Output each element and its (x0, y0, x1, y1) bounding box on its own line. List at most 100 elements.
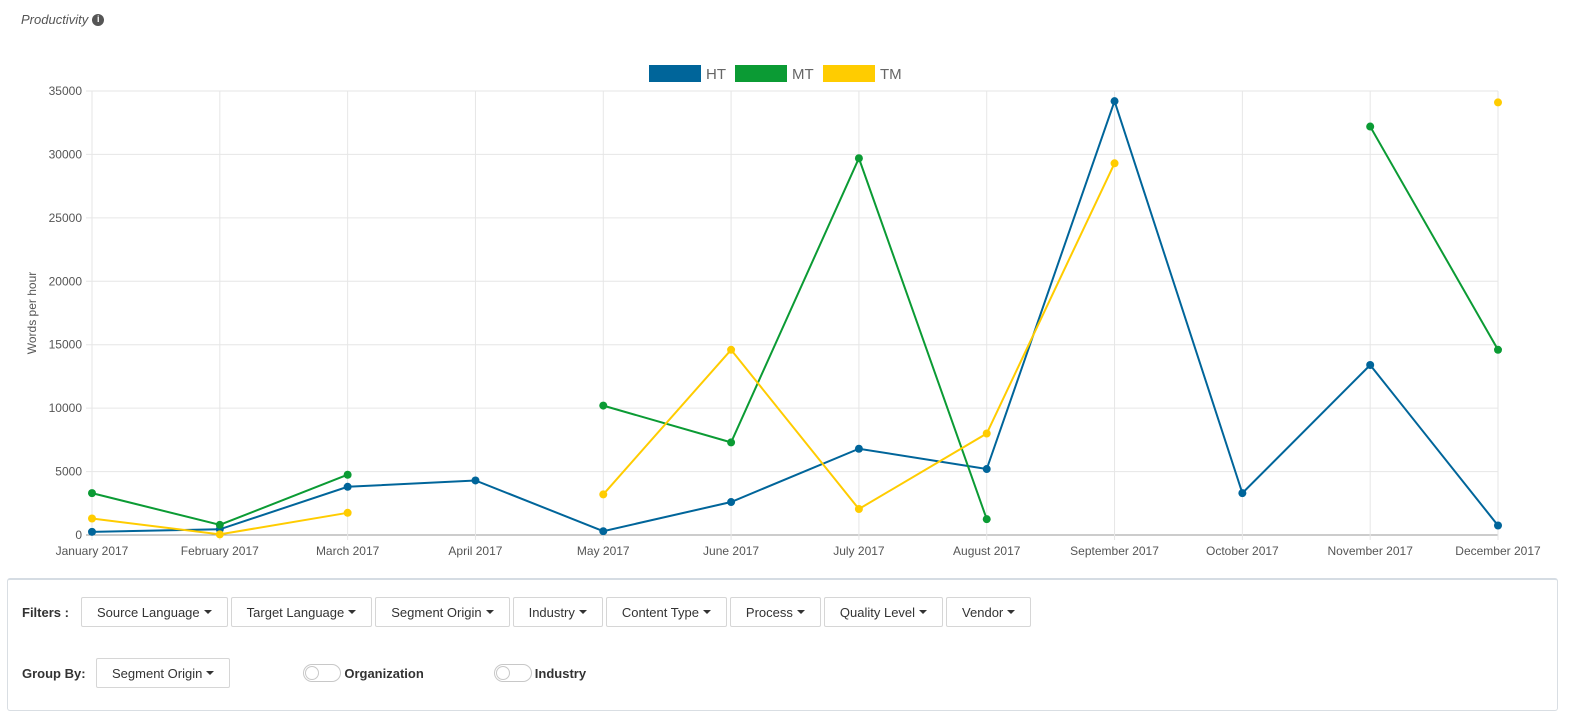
x-tick-label: April 2017 (448, 544, 502, 558)
caret-down-icon (578, 610, 587, 614)
filter-quality-level-dropdown[interactable]: Quality Level (823, 597, 944, 627)
filter-button-label: Segment Origin (391, 604, 482, 620)
y-tick-label: 10000 (49, 401, 83, 415)
panel-title-text: Productivity (21, 12, 89, 27)
y-tick-label: 25000 (49, 211, 83, 225)
caret-down-icon (206, 671, 215, 675)
data-point-tm[interactable] (1110, 159, 1119, 168)
filter-content-type-dropdown[interactable]: Content Type (605, 597, 727, 627)
data-point-tm[interactable] (343, 508, 352, 517)
chart-axes: 0 5000 10000 15000 20000 25000 30000 35000 Janua… (49, 84, 1541, 558)
caret-down-icon (796, 610, 805, 614)
x-tick-label: November 2017 (1327, 544, 1413, 558)
data-point-ht[interactable] (854, 444, 863, 453)
data-point-mt[interactable] (1494, 345, 1502, 354)
x-tick-label: February 2017 (181, 544, 259, 558)
organization-switch[interactable] (303, 664, 342, 682)
data-point-ht[interactable] (599, 527, 608, 536)
industry-switch[interactable] (493, 664, 532, 682)
caret-down-icon (1007, 610, 1016, 614)
x-tick-label: September 2017 (1070, 544, 1159, 558)
legend-label-ht[interactable]: HT (706, 66, 726, 83)
filter-buttons: Source Language Target Language Segment Or… (81, 597, 1034, 627)
data-point-mt[interactable] (727, 438, 736, 447)
filter-process-dropdown[interactable]: Process (729, 597, 821, 627)
data-point-mt[interactable] (599, 401, 608, 410)
data-point-ht[interactable] (1366, 361, 1375, 370)
filters-panel: Filters : Source Language Target Language… (7, 578, 1558, 711)
legend-swatch-mt[interactable] (735, 65, 787, 82)
data-point-mt[interactable] (215, 520, 224, 529)
data-point-tm[interactable] (727, 345, 736, 354)
data-point-ht[interactable] (982, 465, 991, 474)
chart-legend[interactable]: HT MT TM (649, 65, 902, 83)
x-tick-label: July 2017 (833, 544, 885, 558)
legend-label-mt[interactable]: MT (792, 66, 814, 83)
data-point-ht[interactable] (471, 476, 480, 485)
data-point-tm[interactable] (88, 514, 96, 523)
filters-label: Filters : (22, 604, 69, 620)
x-tick-label: January 2017 (56, 544, 129, 558)
filter-button-label: Vendor (962, 604, 1004, 620)
group-by-dropdown[interactable]: Segment Origin (96, 658, 231, 688)
data-point-ht[interactable] (1494, 521, 1502, 530)
caret-down-icon (485, 610, 494, 614)
caret-down-icon (348, 610, 357, 614)
data-point-mt[interactable] (1366, 122, 1375, 131)
data-point-mt[interactable] (343, 470, 352, 479)
chart-grid (86, 90, 1499, 540)
data-point-tm[interactable] (982, 429, 991, 438)
data-point-mt[interactable] (854, 154, 863, 163)
filter-button-label: Target Language (246, 604, 345, 620)
caret-down-icon (702, 610, 711, 614)
data-point-ht[interactable] (343, 482, 352, 491)
data-point-ht[interactable] (727, 498, 736, 507)
y-tick-label: 35000 (49, 84, 83, 98)
filter-target-language-dropdown[interactable]: Target Language (230, 597, 373, 627)
switch-knob (305, 666, 320, 680)
filter-button-label: Industry (528, 604, 575, 620)
data-point-mt[interactable] (982, 515, 991, 524)
data-point-mt[interactable] (88, 489, 96, 498)
filter-source-language-dropdown[interactable]: Source Language (81, 597, 228, 627)
x-tick-label: March 2017 (316, 544, 380, 558)
toggle-organization[interactable]: Organization (303, 664, 424, 682)
data-point-ht[interactable] (1110, 97, 1119, 106)
info-circle-icon[interactable]: i (92, 13, 105, 26)
y-tick-label: 20000 (49, 274, 83, 288)
data-point-tm[interactable] (215, 530, 224, 539)
series-line-mt (602, 155, 988, 520)
toggle-industry[interactable]: Industry (493, 664, 587, 682)
x-tick-label: October 2017 (1206, 544, 1279, 558)
data-point-tm[interactable] (599, 490, 608, 499)
caret-down-icon (919, 610, 928, 614)
y-tick-label: 30000 (49, 147, 83, 161)
y-tick-label: 0 (75, 528, 82, 542)
filter-button-label: Quality Level (839, 604, 916, 620)
organization-label: Organization (344, 665, 424, 681)
productivity-chart: 0 5000 10000 15000 20000 25000 30000 35000 Janua… (25, 65, 1541, 558)
legend-label-tm[interactable]: TM (880, 66, 902, 83)
filter-vendor-dropdown[interactable]: Vendor (946, 597, 1032, 627)
series-line-mt (1369, 126, 1499, 351)
data-point-tm[interactable] (854, 504, 863, 513)
switch-knob (495, 666, 510, 680)
chart-series (88, 97, 1502, 539)
data-point-tm[interactable] (1494, 98, 1502, 107)
data-point-ht[interactable] (88, 527, 96, 536)
filter-industry-dropdown[interactable]: Industry (512, 597, 603, 627)
y-tick-label: 15000 (49, 338, 83, 352)
y-axis-label: Words per hour (25, 272, 39, 354)
x-tick-label: May 2017 (577, 544, 630, 558)
filter-button-label: Process (745, 604, 793, 620)
filter-button-label: Source Language (97, 604, 200, 620)
group-by-row: Group By: Segment Origin Organization In… (22, 658, 586, 688)
legend-swatch-ht[interactable] (649, 65, 701, 82)
x-tick-label: August 2017 (953, 544, 1021, 558)
filter-segment-origin-dropdown[interactable]: Segment Origin (375, 597, 510, 627)
legend-swatch-tm[interactable] (823, 65, 875, 82)
industry-label: Industry (534, 665, 587, 681)
data-point-ht[interactable] (1238, 489, 1247, 498)
panel-title: Productivity i (21, 12, 105, 27)
group-by-label: Group By: (22, 665, 86, 681)
